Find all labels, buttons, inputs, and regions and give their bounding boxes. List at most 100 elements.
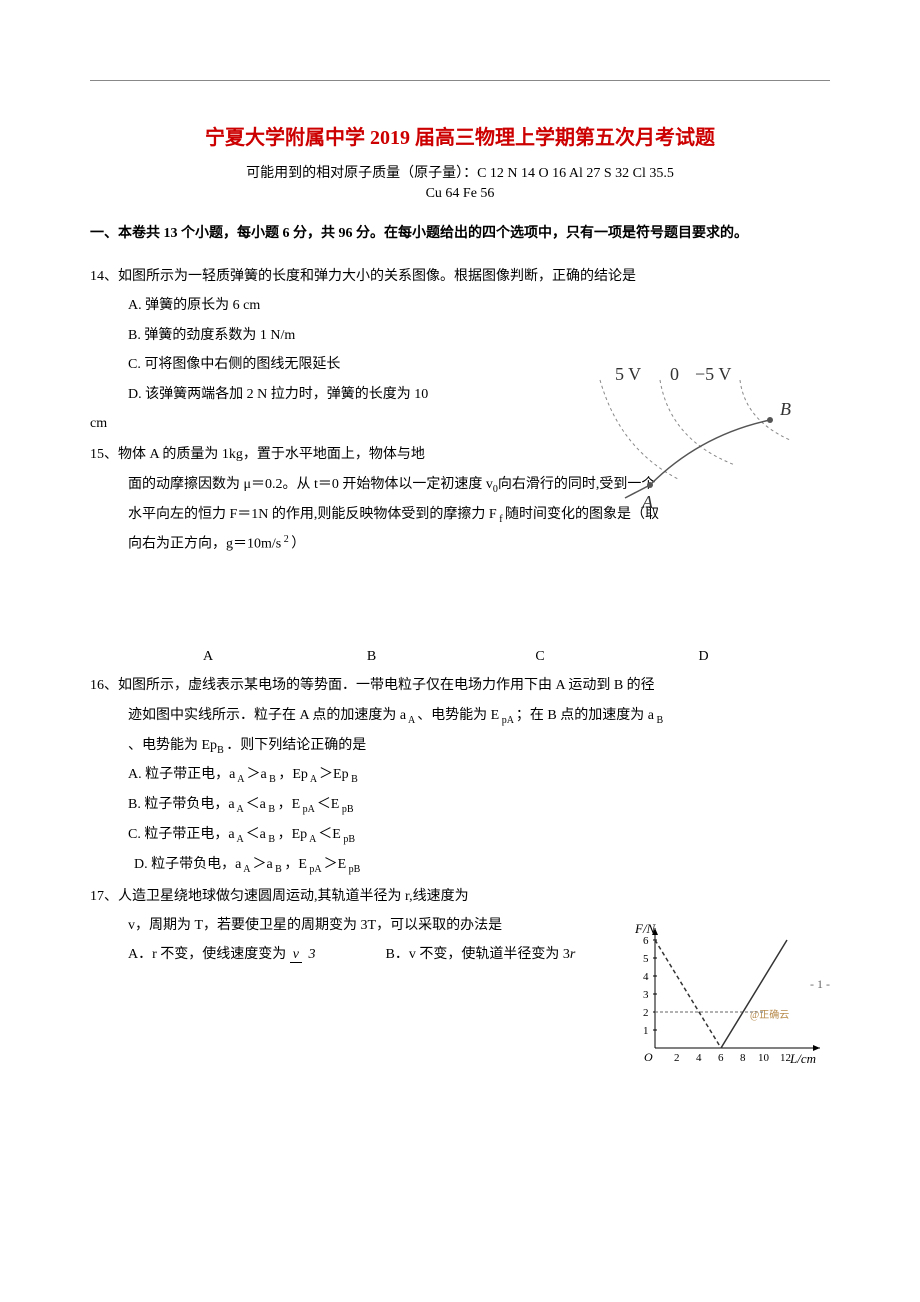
q17-stem1: 17、人造卫星绕地球做匀速圆周运动,其轨道半径为 r,线速度为 xyxy=(90,882,830,911)
q16-stem3: 、电势能为 EpB ．则下列结论正确的是 xyxy=(90,731,830,761)
q15-stem4a: 向右为正方向，g＝10m/s xyxy=(128,537,281,552)
q16d1: D. 粒子带负电，a xyxy=(134,857,241,872)
xt12: 12 xyxy=(780,1052,791,1064)
q17a-num: v xyxy=(290,947,302,963)
yt5: 5 xyxy=(643,953,649,965)
label-neg5v: −5 V xyxy=(695,364,731,384)
q16c-sA2: A xyxy=(307,834,318,845)
q17b-r: r xyxy=(570,947,575,962)
q14-option-a: A. 弹簧的原长为 6 cm xyxy=(128,291,830,320)
point-a-dot xyxy=(647,482,653,488)
line-left xyxy=(655,940,721,1048)
q16c1: C. 粒子带正电，a xyxy=(128,827,235,842)
q16b1: B. 粒子带负电，a xyxy=(128,797,235,812)
xt6: 6 xyxy=(718,1052,724,1064)
q16d-spB: pB xyxy=(346,864,360,875)
q17a-den: 3 xyxy=(306,947,319,962)
q16-option-a: A. 粒子带正电，a A ＞a B ，Ep A ＞Ep B xyxy=(128,760,830,790)
arc-0v xyxy=(660,380,735,465)
q15-stem2a: 面的动摩擦因数为 μ＝0.2。从 t＝0 开始物体以一定初速度 v xyxy=(128,477,493,492)
q16a1: A. 粒子带正电，a xyxy=(128,767,235,782)
q16-s2b: 、电势能为 E xyxy=(417,708,499,723)
q16-stem1: 16、如图所示，虚线表示某电场的等势面．一带电粒子仅在电场力作用下由 A 运动到… xyxy=(90,671,830,700)
q16-option-c: C. 粒子带正电，a A ＜a B ，Ep A ＜E pB xyxy=(128,820,830,850)
q16a2: ＞a xyxy=(246,767,266,782)
q16c-sA1: A xyxy=(235,834,246,845)
exam-title: 宁夏大学附属中学 2019 届高三物理上学期第五次月考试题 xyxy=(90,121,830,150)
q15-stem4b: ） xyxy=(291,537,305,552)
point-b-dot xyxy=(767,417,773,423)
q16d-sB1: B xyxy=(273,864,285,875)
label-0v: 0 xyxy=(670,364,679,384)
q16-s2-subB: B xyxy=(654,715,663,726)
q16a-sB1: B xyxy=(267,774,279,785)
line-right xyxy=(721,940,787,1048)
origin-label: O xyxy=(644,1050,653,1064)
q16c2: ＜a xyxy=(246,827,266,842)
arc-5v xyxy=(600,380,680,480)
q16d-sA1: A xyxy=(241,864,252,875)
yt3: 3 xyxy=(643,989,649,1001)
q15-label-a: A xyxy=(128,649,288,665)
xt8: 8 xyxy=(740,1052,746,1064)
yt2: 2 xyxy=(643,1007,649,1019)
q16-s2-subA: A xyxy=(406,715,417,726)
q15-stem4: 向右为正方向，g＝10m/s 2 ） xyxy=(90,529,830,559)
q15-label-c: C xyxy=(455,649,625,665)
q16b-spB: pB xyxy=(339,804,353,815)
q15-sup-2: 2 xyxy=(281,534,291,545)
chart-watermark: @正确云 xyxy=(750,1008,789,1021)
label-5v: 5 V xyxy=(615,364,641,384)
q16a4: ＞Ep xyxy=(319,767,349,782)
q16d4: ＞E xyxy=(324,857,347,872)
q14-stem: 14、如图所示为一轻质弹簧的长度和弹力大小的关系图像。根据图像判断，正确的结论是 xyxy=(90,262,830,291)
top-divider xyxy=(90,80,830,81)
q16-option-b: B. 粒子带负电，a A ＜a B ，E pA ＜E pB xyxy=(128,790,830,820)
q16-s3-subB: B xyxy=(217,744,226,755)
q16d3: ，E xyxy=(284,857,307,872)
q16a-sA1: A xyxy=(235,774,246,785)
q15-option-labels: A B C D xyxy=(90,649,830,665)
q16a-sA2: A xyxy=(308,774,319,785)
label-b: B xyxy=(780,399,791,419)
xt4: 4 xyxy=(696,1052,702,1064)
q16b-sB1: B xyxy=(266,804,278,815)
q16d-spA: pA xyxy=(307,864,324,875)
q17b-pre: B．v 不变，使轨道半径变为 3 xyxy=(386,947,570,962)
q16-option-d: D. 粒子带负电，a A ＞a B ，E pA ＞E pB xyxy=(128,850,830,880)
q16b-spA: pA xyxy=(300,804,317,815)
question-16: 16、如图所示，虚线表示某电场的等势面．一带电粒子仅在电场力作用下由 A 运动到… xyxy=(90,671,830,879)
q16b-sA1: A xyxy=(235,804,246,815)
yt6: 6 xyxy=(643,935,649,947)
xt10: 10 xyxy=(758,1052,770,1064)
q15-label-b: B xyxy=(292,649,452,665)
q16-s2-subpA: pA xyxy=(499,715,516,726)
q16c3: ，Ep xyxy=(278,827,308,842)
q17a-fraction: v 3 xyxy=(290,947,319,962)
xlabel: L/cm xyxy=(789,1051,816,1066)
q16-s3a: 、电势能为 Ep xyxy=(128,738,217,753)
q16-s2a: 迹如图中实线所示．粒子在 A 点的加速度为 a xyxy=(128,708,406,723)
equipotential-diagram: 5 V 0 −5 V A B xyxy=(570,360,820,520)
q16b3: ，E xyxy=(278,797,301,812)
atomic-mass-line1: 可能用到的相对原子质量（原子量）：C 12 N 14 O 16 Al 27 S … xyxy=(90,162,830,182)
q16-s3b: ．则下列结论正确的是 xyxy=(226,738,366,753)
q16d2: ＞a xyxy=(252,857,272,872)
q15-sub-f: f xyxy=(497,513,505,524)
label-a: A xyxy=(641,492,654,512)
xt2: 2 xyxy=(674,1052,680,1064)
ylabel: F/N xyxy=(634,921,657,936)
yt4: 4 xyxy=(643,971,649,983)
q16a3: ，Ep xyxy=(278,767,308,782)
q14-option-b: B. 弹簧的劲度系数为 1 N/m xyxy=(128,321,830,350)
x-ticks: 2 4 6 8 10 12 xyxy=(674,1052,791,1064)
q17a-pre: A．r 不变，使线速度变为 xyxy=(128,947,286,962)
q16c-sB1: B xyxy=(266,834,278,845)
page-number: - 1 - xyxy=(810,977,830,992)
atomic-mass-line2: Cu 64 Fe 56 xyxy=(90,186,830,202)
q16-stem2: 迹如图中实线所示．粒子在 A 点的加速度为 a A 、电势能为 E pA ；在 … xyxy=(90,701,830,731)
q15-label-d: D xyxy=(629,649,779,665)
q16b2: ＜a xyxy=(246,797,266,812)
q15-stem3a: 水平向左的恒力 F＝1N 的作用,则能反映物体受到的摩擦力 F xyxy=(128,507,497,522)
section-1-heading: 一、本卷共 13 个小题，每小题 6 分，共 96 分。在每小题给出的四个选项中… xyxy=(146,220,830,248)
